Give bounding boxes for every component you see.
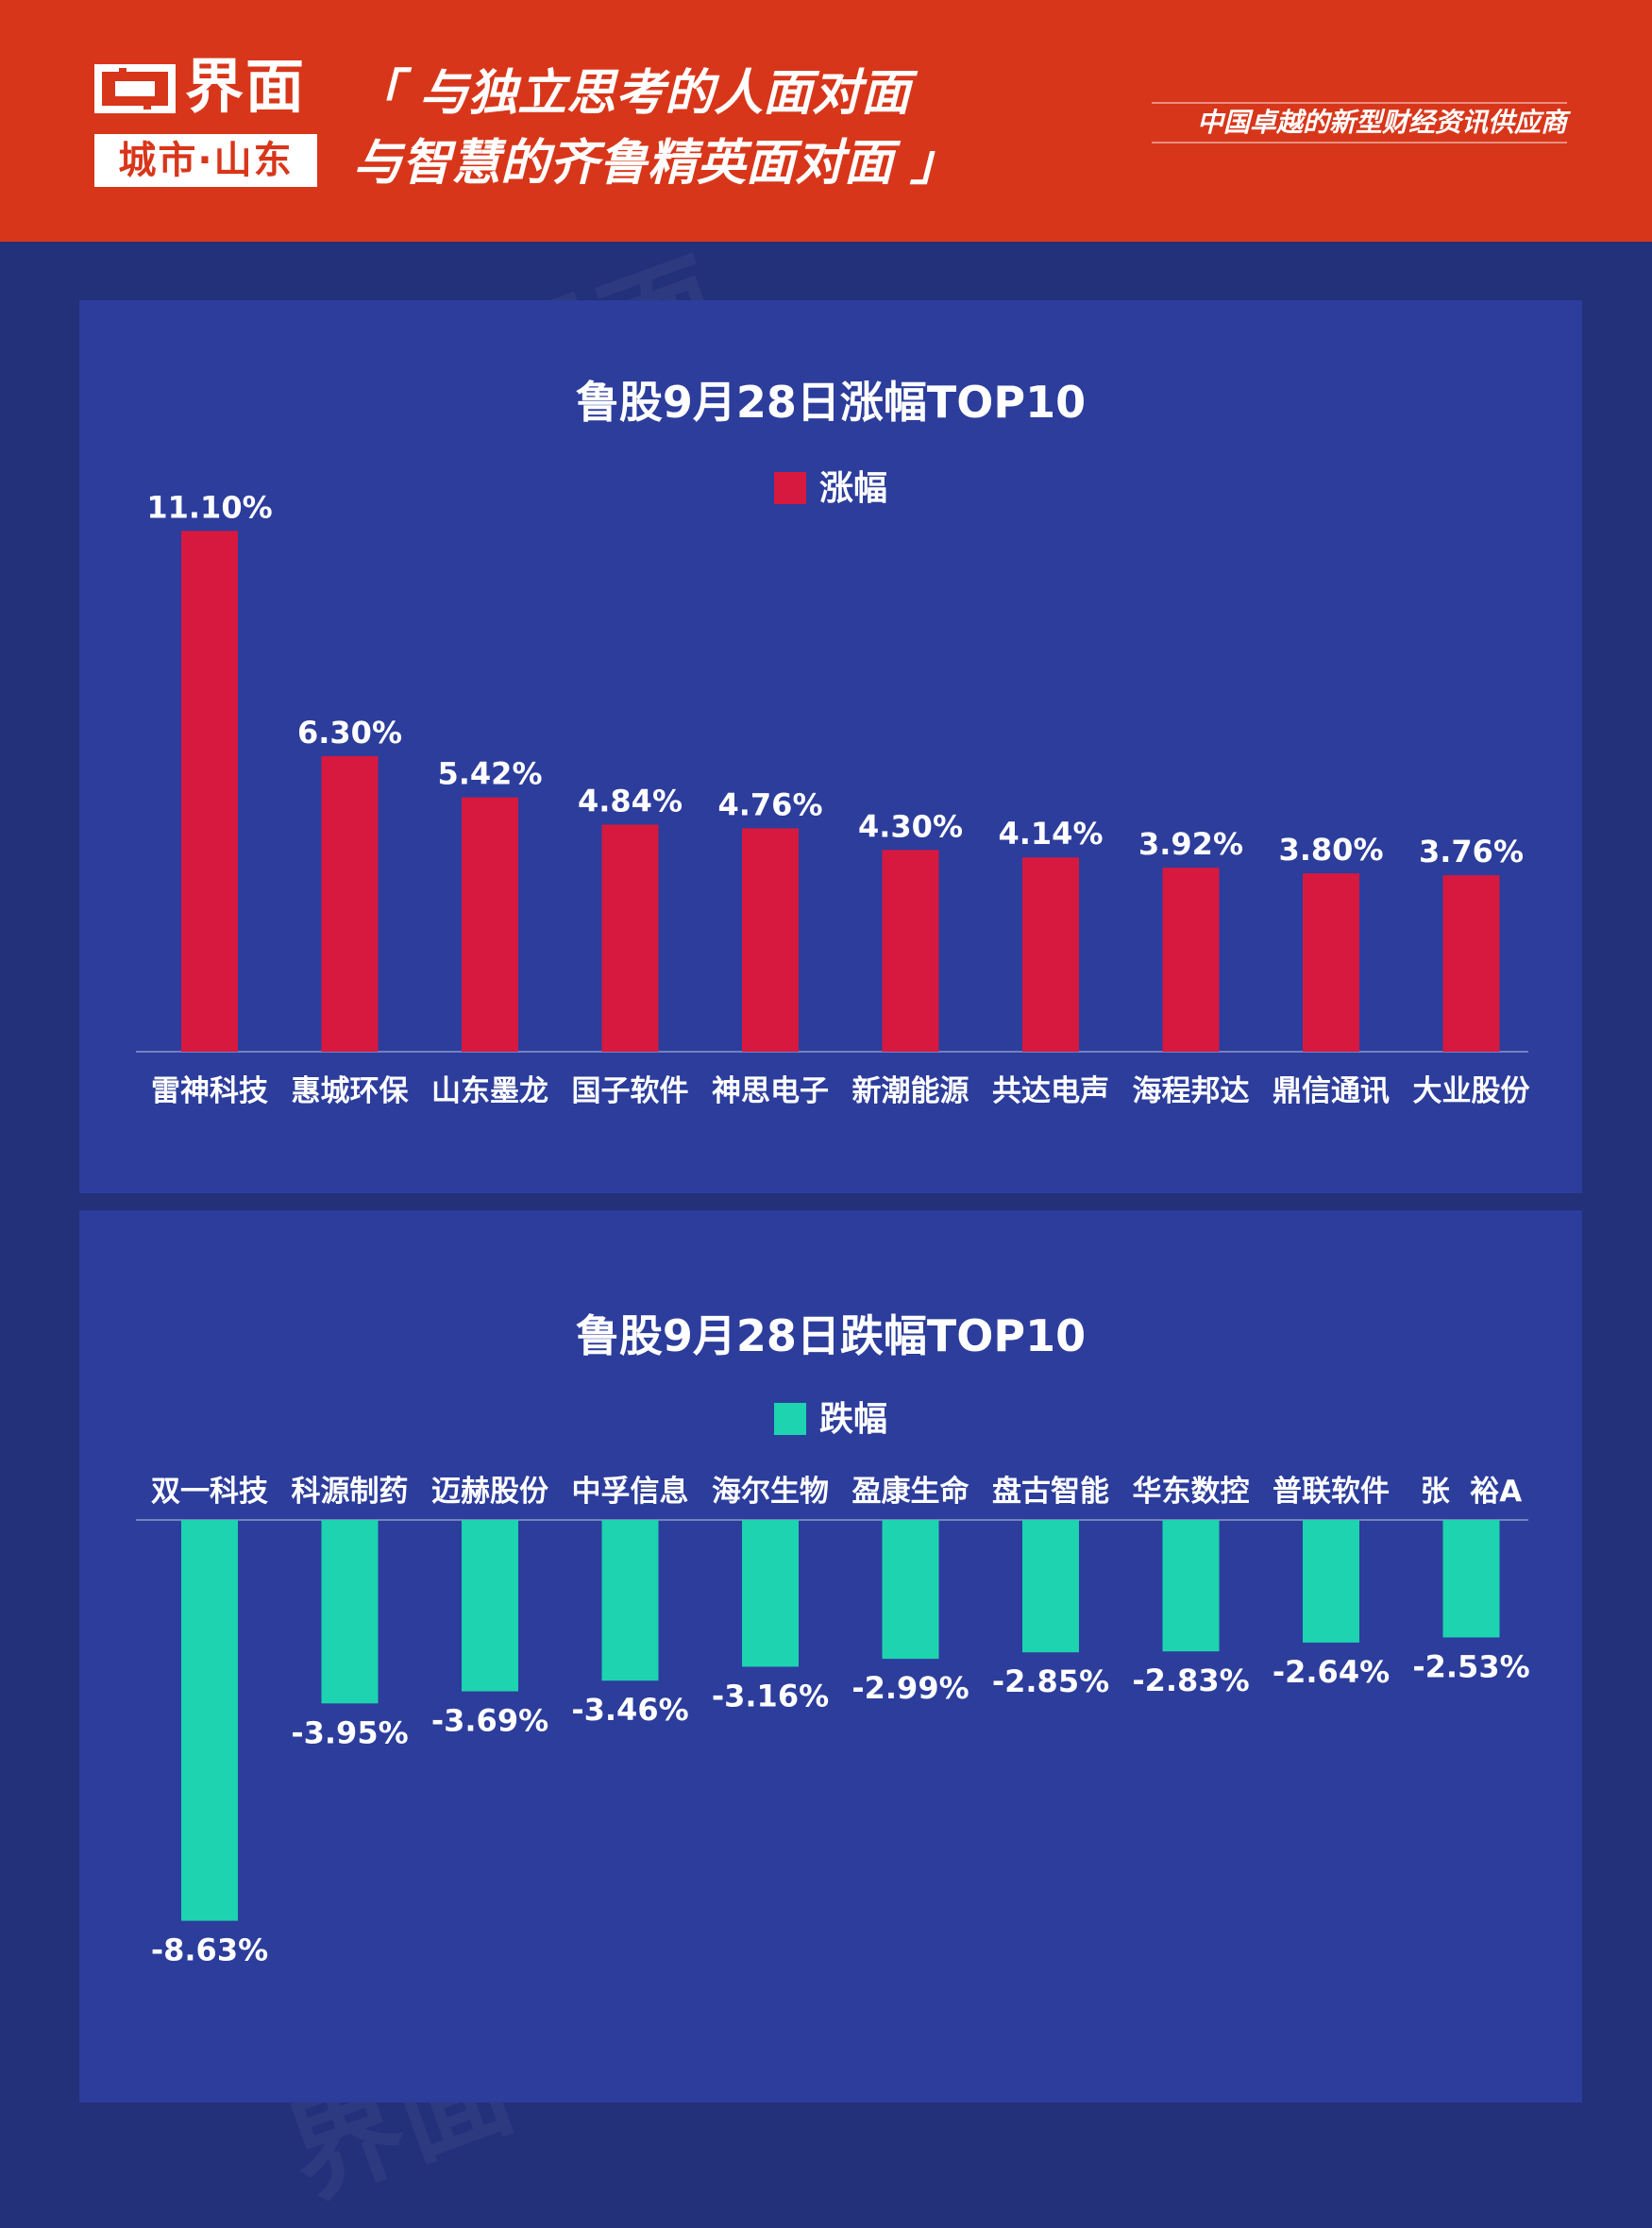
bar xyxy=(882,850,939,1052)
tagline: 中国卓越的新型财经资讯供应商 xyxy=(1152,102,1567,143)
category-label: 盈康生命 xyxy=(852,1475,970,1509)
logo-name: 界面 xyxy=(185,52,307,121)
data-label: -2.53% xyxy=(1412,1648,1529,1684)
bar xyxy=(1022,1520,1079,1653)
bar xyxy=(742,828,799,1052)
data-label: -2.85% xyxy=(992,1663,1109,1699)
data-label: 4.76% xyxy=(717,786,822,822)
logo-city: 城市·山东 xyxy=(94,134,317,187)
chart-legend: 涨幅 xyxy=(79,461,1582,510)
bar xyxy=(181,1520,238,1921)
losers-bar-chart: -8.63% 双一科技 -3.95% 科源制药 -3.69% 迈赫股份 -3.46% 中孚信息… xyxy=(136,1475,1530,1968)
category-label: 海尔生物 xyxy=(712,1475,829,1509)
data-label: 4.84% xyxy=(578,783,683,819)
category-label: 新潮能源 xyxy=(852,1074,969,1108)
bar xyxy=(742,1520,799,1667)
chart-legend: 跌幅 xyxy=(79,1392,1582,1441)
bar xyxy=(1442,1520,1500,1638)
slogan: 「 与独立思考的人面对面 与智慧的齐鲁精英面对面 」 xyxy=(353,59,959,198)
category-label: 张 裕A xyxy=(1421,1475,1523,1509)
losers-chart-panel: 鲁股9月28日跌幅TOP10 跌幅 -8.63% 双一科技 -3.95% 科源制药 -3… xyxy=(79,1210,1582,2102)
category-label: 普联软件 xyxy=(1273,1475,1390,1509)
slogan-line-2: 与智慧的齐鲁精英面对面 」 xyxy=(353,135,960,192)
data-label: 4.14% xyxy=(998,816,1103,852)
data-label: -3.46% xyxy=(571,1692,688,1728)
data-label: -2.64% xyxy=(1273,1654,1390,1690)
logo-mark-icon xyxy=(94,64,176,113)
legend-swatch xyxy=(773,1403,806,1435)
category-label: 大业股份 xyxy=(1413,1074,1530,1108)
bar xyxy=(882,1520,939,1660)
gainers-chart-panel: 鲁股9月28日涨幅TOP10 涨幅 11.10% 雷神科技 6.30% 惠城环保 5.4… xyxy=(79,300,1582,1193)
chart-title: 鲁股9月28日跌幅TOP10 xyxy=(575,1310,1087,1361)
data-label: 3.92% xyxy=(1138,826,1243,862)
legend-swatch xyxy=(773,472,806,504)
data-label: -2.83% xyxy=(1132,1663,1249,1698)
category-label: 惠城环保 xyxy=(292,1074,410,1108)
category-label: 雷神科技 xyxy=(151,1074,268,1108)
bar xyxy=(462,1520,518,1692)
gainers-bar-chart: 11.10% 雷神科技 6.30% 惠城环保 5.42% 山东墨龙 4.84% 国子软件 4.7… xyxy=(136,489,1530,1108)
data-label: 6.30% xyxy=(297,715,402,751)
data-label: 5.42% xyxy=(437,756,542,792)
category-label: 中孚信息 xyxy=(572,1475,689,1509)
category-label: 神思电子 xyxy=(712,1074,829,1108)
bar xyxy=(462,797,518,1052)
bar xyxy=(321,755,379,1052)
category-label: 华东数控 xyxy=(1133,1475,1250,1509)
bar xyxy=(1303,873,1359,1052)
bar xyxy=(1162,1520,1220,1652)
brand-logo: 界面 城市·山东 xyxy=(94,53,317,187)
data-label: 4.30% xyxy=(858,808,963,844)
category-label: 盘古智能 xyxy=(992,1475,1109,1509)
category-label: 科源制药 xyxy=(292,1475,409,1509)
category-label: 海程邦达 xyxy=(1133,1074,1250,1108)
category-label: 鼎信通讯 xyxy=(1273,1074,1390,1108)
bar xyxy=(1022,857,1079,1052)
data-label: -3.16% xyxy=(712,1678,829,1713)
category-label: 国子软件 xyxy=(572,1074,689,1108)
bar xyxy=(1442,875,1500,1052)
slogan-line-1: 「 与独立思考的人面对面 xyxy=(353,65,911,122)
bar xyxy=(601,1520,659,1681)
data-label: -3.95% xyxy=(291,1714,408,1750)
data-label: 3.76% xyxy=(1419,834,1524,869)
category-label: 迈赫股份 xyxy=(431,1475,548,1509)
bar xyxy=(181,531,238,1052)
data-label: -3.69% xyxy=(431,1703,548,1739)
bar xyxy=(601,824,659,1052)
bar xyxy=(1162,868,1220,1052)
data-label: -2.99% xyxy=(851,1670,969,1706)
category-label: 山东墨龙 xyxy=(431,1074,548,1108)
bar xyxy=(321,1520,379,1704)
category-label: 共达电声 xyxy=(992,1074,1109,1108)
data-label: 11.10% xyxy=(146,489,272,525)
header-banner: 界面 城市·山东 「 与独立思考的人面对面 与智慧的齐鲁精英面对面 」 中国卓越… xyxy=(0,0,1652,242)
chart-title: 鲁股9月28日涨幅TOP10 xyxy=(575,377,1087,428)
data-label: 3.80% xyxy=(1278,832,1383,868)
data-label: -8.63% xyxy=(151,1933,268,1968)
category-label: 双一科技 xyxy=(151,1475,268,1509)
legend-label: 涨幅 xyxy=(818,469,887,508)
legend-label: 跌幅 xyxy=(818,1400,887,1439)
bar xyxy=(1303,1520,1359,1643)
